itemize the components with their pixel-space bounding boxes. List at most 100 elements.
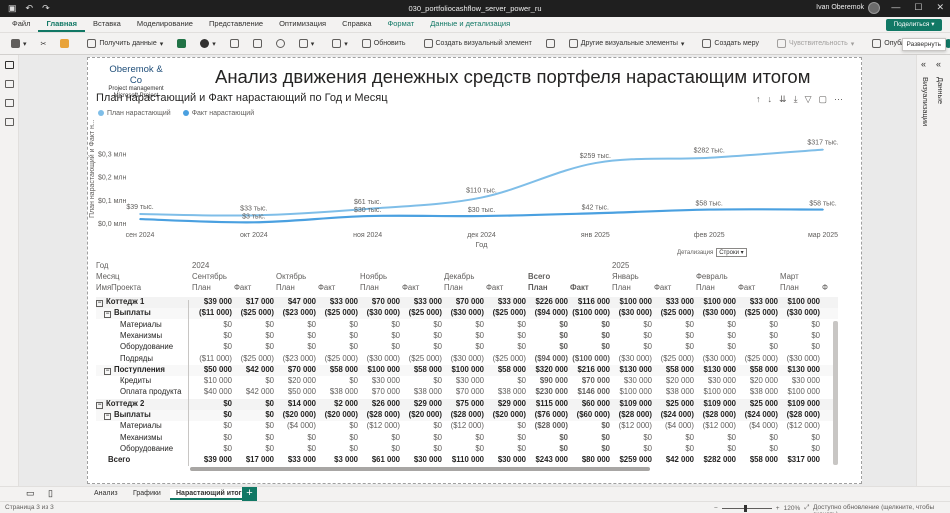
table-row[interactable]: Материалы$0$0$0$0$0$0$0$0$0$0$0$0$0$0$0$…: [96, 320, 838, 331]
minimize-icon[interactable]: —: [891, 2, 901, 12]
close-icon[interactable]: ✕: [936, 2, 944, 12]
legend-item-plan[interactable]: План нарастающий: [98, 110, 171, 117]
legend-item-fact[interactable]: Факт нарастающий: [182, 110, 254, 117]
matrix-header-cell[interactable]: Февраль: [696, 272, 728, 281]
tab-file[interactable]: Файл: [12, 19, 31, 28]
vertical-scrollbar[interactable]: [833, 321, 838, 465]
recent-sources-button[interactable]: ▾: [294, 39, 320, 48]
more-visuals-button[interactable]: Другие визуальные элементы ▾: [564, 39, 690, 48]
collapse-row-icon[interactable]: −: [104, 413, 111, 420]
matrix-header-cell[interactable]: Ноябрь: [360, 272, 388, 281]
share-button[interactable]: Поделиться ▾: [886, 19, 942, 31]
maximize-icon[interactable]: ☐: [914, 2, 923, 12]
collapse-row-icon[interactable]: −: [96, 300, 103, 307]
matrix-header-cell[interactable]: 2025: [612, 261, 630, 270]
collapse-row-icon[interactable]: −: [96, 401, 103, 409]
matrix-header-cell[interactable]: План: [192, 283, 211, 292]
matrix-header-cell[interactable]: Ф: [822, 283, 828, 292]
add-page-button[interactable]: +: [242, 487, 257, 501]
undo-icon[interactable]: ↶: [25, 3, 34, 13]
model-view-icon[interactable]: [5, 99, 14, 107]
collapse-row-icon[interactable]: −: [104, 367, 111, 375]
drill-select[interactable]: Строки ▾: [716, 248, 747, 257]
dax-query-icon[interactable]: [5, 118, 14, 126]
matrix-header-cell[interactable]: План: [612, 283, 631, 292]
onelake-button[interactable]: ▾: [195, 39, 221, 48]
table-row[interactable]: Всего $39 000 $17 000 $33 000 $3 000 $61 000 $…: [96, 455, 838, 466]
page-tab-charts[interactable]: Графики: [133, 490, 161, 497]
tab-insert[interactable]: Вставка: [92, 19, 121, 28]
tab-format[interactable]: Формат: [387, 19, 415, 28]
filter-icon[interactable]: ▽: [804, 94, 812, 104]
matrix-header-cell[interactable]: Факт: [570, 283, 589, 292]
table-row[interactable]: Оборудование $0 $0 $0 $0 $0 $0 $0 $0 $0 $0 $0 $0 $0 $0…: [96, 342, 838, 353]
matrix-header-cell[interactable]: Факт: [234, 283, 252, 292]
matrix-header-cell[interactable]: Всего: [528, 272, 551, 281]
transform-button[interactable]: ▾: [327, 39, 353, 48]
matrix-header-cell[interactable]: 2024: [192, 261, 210, 270]
table-row[interactable]: − Выплаты ($11 000) ($25 000) ($23 000) ($25 …: [96, 308, 838, 320]
zoom-slider[interactable]: [721, 504, 772, 512]
drill-up-icon[interactable]: ↑: [756, 94, 761, 104]
save-icon[interactable]: ▣: [8, 3, 17, 13]
matrix-header-cell[interactable]: Сентябрь: [192, 272, 227, 281]
matrix-header-cell[interactable]: План: [780, 283, 799, 292]
table-row[interactable]: Кредиты $10 000 $0 $20 000 $0 $30 000 $0 $30 00…: [96, 376, 838, 387]
matrix-header-cell[interactable]: Факт: [402, 283, 420, 292]
collapse-data-icon[interactable]: «: [936, 59, 942, 69]
matrix-header-cell[interactable]: План: [444, 283, 463, 292]
collapse-icon[interactable]: «: [921, 59, 927, 69]
zoom-slider-knob[interactable]: [743, 504, 747, 512]
report-view-icon[interactable]: [5, 61, 14, 69]
matrix-header-cell[interactable]: Факт: [738, 283, 756, 292]
cut-button[interactable]: ✂: [36, 40, 52, 48]
matrix-header-cell[interactable]: Декабрь: [444, 272, 475, 281]
dataverse-button[interactable]: [271, 39, 290, 48]
format-painter-button[interactable]: [55, 39, 74, 48]
update-notice[interactable]: Доступно обновление (щелкните, чтобы ска…: [813, 504, 935, 513]
table-row[interactable]: Подряды ($11 000) ($25 000) ($23 000) ($25 0…: [96, 354, 838, 365]
matrix-header-cell[interactable]: План: [696, 283, 715, 292]
matrix-header-cell[interactable]: Факт: [486, 283, 504, 292]
refresh-button[interactable]: Обновить: [357, 39, 411, 48]
tab-modeling[interactable]: Моделирование: [136, 19, 193, 28]
matrix-header-cell[interactable]: Январь: [612, 272, 639, 281]
table-row[interactable]: − Коттедж 1 $39 000 $17 000 $47 000 $33 000 $7…: [96, 297, 838, 308]
redo-icon[interactable]: ↷: [42, 3, 50, 13]
collapse-row-icon[interactable]: −: [104, 311, 111, 319]
matrix-header-cell[interactable]: Март: [780, 272, 799, 281]
tab-view[interactable]: Представление: [208, 19, 264, 28]
drill-mode-icon[interactable]: ⤓: [793, 94, 798, 104]
fit-page-icon[interactable]: ⤢: [804, 504, 810, 511]
desktop-layout-icon[interactable]: ▭: [26, 488, 35, 498]
new-visual-button[interactable]: Создать визуальный элемент: [419, 39, 537, 48]
matrix-header-cell[interactable]: План: [528, 283, 548, 292]
drill-down-icon[interactable]: ↓: [767, 94, 773, 104]
table-row[interactable]: Оплата продукта $40 000 $42 000 $50 000 $38 …: [96, 387, 838, 398]
text-box-button[interactable]: [541, 39, 560, 48]
enter-data-button[interactable]: [248, 39, 267, 48]
copilot-button[interactable]: [939, 39, 950, 48]
matrix-header-cell[interactable]: План: [360, 283, 379, 292]
page-tab-analysis[interactable]: Анализ: [94, 490, 118, 497]
data-tab[interactable]: Данные: [936, 77, 945, 105]
tab-help[interactable]: Справка: [342, 19, 372, 28]
get-data-button[interactable]: Получить данные ▾: [82, 39, 168, 48]
matrix-header-cell[interactable]: Октябрь: [276, 272, 307, 281]
visualizations-tab[interactable]: Визуализации: [921, 77, 930, 127]
matrix-header-cell[interactable]: Факт: [318, 283, 336, 292]
sensitivity-button[interactable]: Чувствительность ▾: [772, 39, 859, 48]
avatar[interactable]: [868, 2, 880, 14]
tab-home[interactable]: Главная: [38, 18, 85, 32]
matrix-header-cell[interactable]: План: [276, 283, 295, 292]
table-view-icon[interactable]: [5, 80, 14, 88]
zoom-out-icon[interactable]: −: [714, 504, 718, 512]
table-row[interactable]: − Коттедж 2 $0 $0 $14 000 $2 000 $26 000 $29 00…: [96, 398, 838, 410]
tab-optimize[interactable]: Оптимизация: [279, 19, 327, 28]
page-tab-cumulative[interactable]: Нарастающий итог: [170, 489, 248, 500]
paste-button[interactable]: ▾: [6, 39, 32, 48]
new-measure-button[interactable]: Создать меру: [697, 39, 764, 48]
sql-button[interactable]: [225, 39, 244, 48]
focus-mode-icon[interactable]: ▢: [818, 94, 827, 104]
